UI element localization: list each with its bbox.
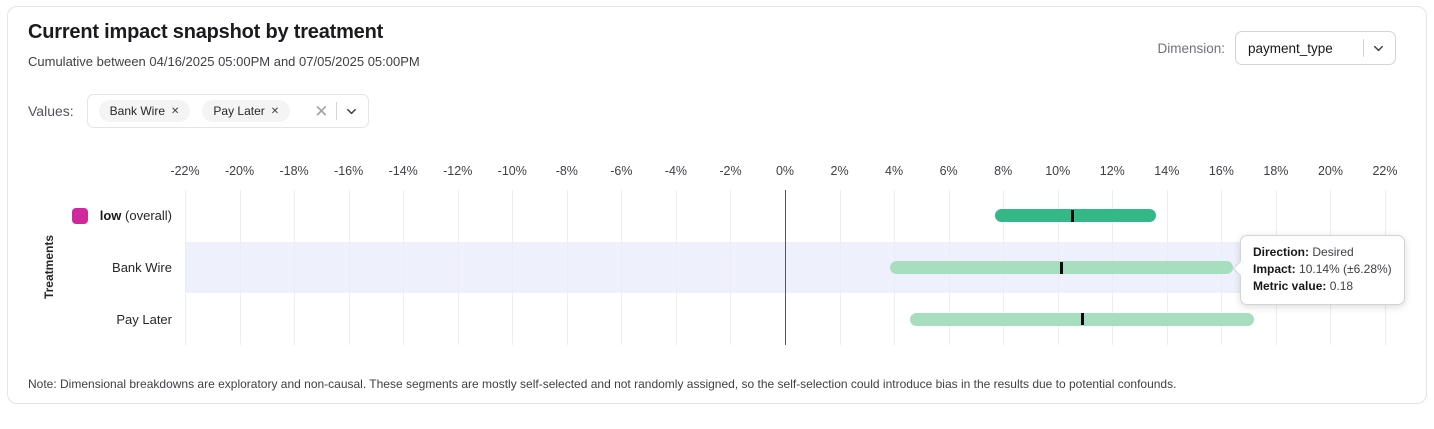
gridline xyxy=(185,190,186,345)
gridline xyxy=(348,190,350,345)
x-axis-tick-label: 20% xyxy=(1317,164,1343,178)
dimension-select[interactable]: payment_type xyxy=(1235,31,1396,65)
x-axis-tick-label: -12% xyxy=(443,164,473,178)
impact-point-marker xyxy=(1060,261,1064,274)
x-axis-tick-label: 0% xyxy=(775,164,795,178)
chevron-down-icon[interactable] xyxy=(1371,41,1386,56)
impact-point-marker xyxy=(1071,209,1075,222)
x-axis-tick-label: -22% xyxy=(170,164,200,178)
remove-chip-icon[interactable]: ✕ xyxy=(270,105,280,117)
value-chip-label: Pay Later xyxy=(213,104,265,118)
x-axis-tick-label: 12% xyxy=(1099,164,1125,178)
note-text: Note: Dimensional breakdowns are explora… xyxy=(28,377,1177,391)
gridline xyxy=(457,190,459,345)
treatment-row-label: low (overall) xyxy=(8,190,172,242)
x-axis-tick-label: -16% xyxy=(334,164,364,178)
select-divider xyxy=(336,102,338,120)
select-divider xyxy=(1363,39,1364,57)
x-axis-tick-label: 6% xyxy=(939,164,958,178)
dimension-label: Dimension: xyxy=(1157,40,1225,56)
gridline xyxy=(294,190,296,345)
treatment-row-label: Bank Wire xyxy=(8,242,172,294)
impact-chart-plot xyxy=(185,190,1386,345)
date-range-subtitle: Cumulative between 04/16/2025 05:00PM an… xyxy=(28,54,420,69)
dimension-control: Dimension: payment_type xyxy=(1157,31,1396,65)
x-axis-tick-label: -20% xyxy=(224,164,255,178)
impact-point-marker xyxy=(1080,313,1084,326)
gridline xyxy=(839,190,841,345)
impact-range-bar[interactable] xyxy=(995,209,1156,223)
value-chip[interactable]: Bank Wire ✕ xyxy=(98,100,191,122)
gridline xyxy=(621,190,623,345)
x-axis-tick-label: 22% xyxy=(1372,164,1398,178)
x-axis-tick-label: -8% xyxy=(555,164,578,178)
x-axis-tick-label: -2% xyxy=(719,164,742,178)
tooltip-line: Metric value: 0.18 xyxy=(1253,279,1354,293)
tooltip-line: Impact: 10.14% (±6.28%) xyxy=(1253,262,1392,276)
legend-swatch xyxy=(71,207,88,224)
x-axis-tick-label: 2% xyxy=(830,164,849,178)
gridline xyxy=(239,190,241,345)
treatment-name: Bank Wire xyxy=(112,259,172,275)
values-multiselect[interactable]: Bank Wire ✕ Pay Later ✕ ✕ xyxy=(86,94,370,128)
clear-values-icon[interactable]: ✕ xyxy=(314,101,329,121)
chevron-down-icon[interactable] xyxy=(344,104,359,119)
treatment-name: low (overall) xyxy=(99,208,172,224)
tooltip-lines: Direction: Desired Impact: 10.14% (±6.28%… xyxy=(1253,244,1392,295)
x-axis-tick-label: 16% xyxy=(1208,164,1234,178)
gridline xyxy=(730,190,732,345)
dimension-selected-value: payment_type xyxy=(1248,40,1333,56)
gridline xyxy=(512,190,514,345)
value-chip[interactable]: Pay Later ✕ xyxy=(202,100,291,122)
x-axis-tick-label: -6% xyxy=(610,164,633,178)
gridline xyxy=(675,190,677,345)
gridline xyxy=(566,190,568,345)
x-axis-tick-label: 4% xyxy=(885,164,904,178)
gridline xyxy=(403,190,405,345)
page-title: Current impact snapshot by treatment xyxy=(28,21,384,43)
tooltip: Direction: Desired Impact: 10.14% (±6.28%… xyxy=(1240,235,1405,305)
x-axis-tick-label: 14% xyxy=(1154,164,1180,178)
x-axis-tick-label: -18% xyxy=(279,164,309,178)
values-label: Values: xyxy=(28,103,74,119)
x-axis-tick-label: 18% xyxy=(1263,164,1289,178)
tooltip-line: Direction: Desired xyxy=(1253,245,1354,259)
value-chip-label: Bank Wire xyxy=(109,104,166,118)
values-chips: Bank Wire ✕ Pay Later ✕ xyxy=(98,100,303,122)
x-axis-tick-label: -4% xyxy=(664,164,688,178)
treatment-name: Pay Later xyxy=(116,311,172,327)
treatment-row-label: Pay Later xyxy=(8,293,172,345)
x-axis-tick-label: 8% xyxy=(994,164,1013,178)
zero-gridline xyxy=(785,190,786,345)
remove-chip-icon[interactable]: ✕ xyxy=(171,105,180,117)
x-axis-tick-label: 10% xyxy=(1045,164,1071,178)
values-control: Values: Bank Wire ✕ Pay Later ✕ ✕ xyxy=(28,94,370,128)
impact-snapshot-card: Current impact snapshot by treatment Cum… xyxy=(7,6,1427,404)
x-axis-tick-label: -10% xyxy=(497,164,527,178)
x-axis-tick-label: -14% xyxy=(388,164,418,178)
